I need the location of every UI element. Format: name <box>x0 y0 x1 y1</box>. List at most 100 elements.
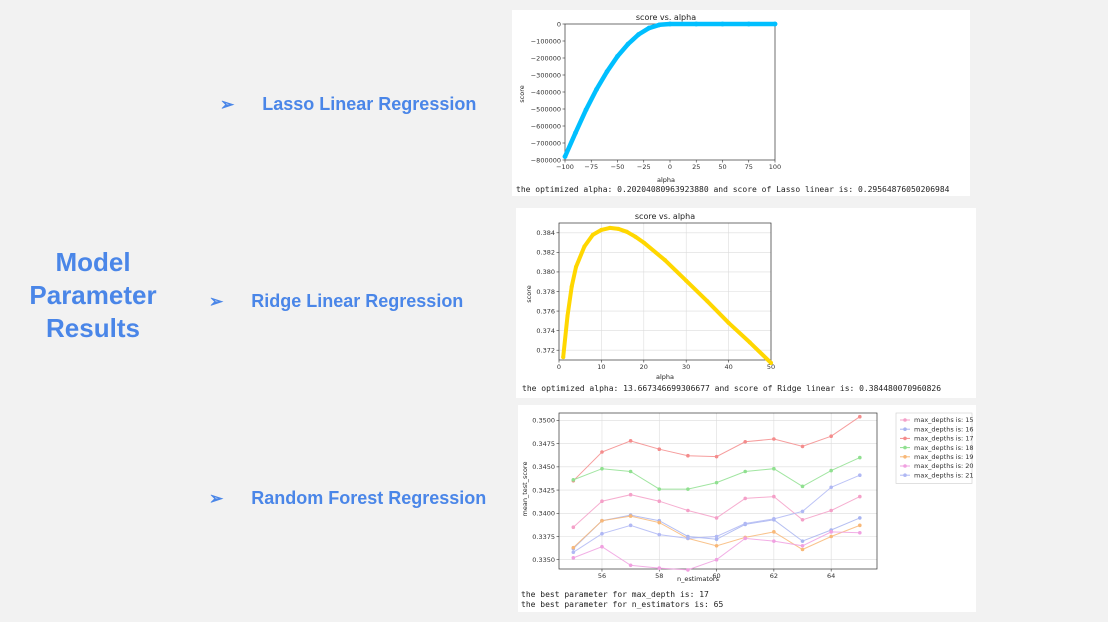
y-tick-label: 0.376 <box>536 307 555 315</box>
x-tick-label: 40 <box>724 363 732 371</box>
y-tick-label: 0.3500 <box>532 417 555 425</box>
rf-data-point <box>829 485 833 490</box>
x-tick-label: 62 <box>770 572 778 580</box>
y-axis-label: score <box>525 285 533 302</box>
row-label-random-forest: ➢ Random Forest Regression <box>209 488 486 509</box>
chart-title: score vs. alpha <box>635 212 695 221</box>
ridge-data-point <box>684 278 689 283</box>
rf-data-point <box>628 523 633 528</box>
x-axis-label: alpha <box>657 176 675 184</box>
rf-data-point <box>571 545 576 550</box>
rf-data-point <box>628 514 633 518</box>
row-label-lasso: ➢ Lasso Linear Regression <box>220 94 476 115</box>
ridge-data-point <box>561 355 566 360</box>
rf-data-point <box>600 531 604 536</box>
rf-chart-panel: n_estimators mean_test_score 56 58 60 62 64 0… <box>518 405 976 612</box>
rf-data-point <box>686 568 690 572</box>
x-axis-label: alpha <box>656 373 674 381</box>
y-tick-label: −300000 <box>531 71 561 79</box>
ridge-chart: score vs. alpha alpha score 0 10 20 30 40 50 0… <box>522 212 941 393</box>
lasso-output-text: the optimized alpha: 0.20204080963923880… <box>516 185 950 194</box>
rf-data-point <box>772 466 776 471</box>
y-tick-label: 0.3375 <box>532 533 555 541</box>
rf-data-point <box>714 480 719 485</box>
rf-data-point <box>743 496 748 501</box>
rf-data-point <box>714 543 719 548</box>
rf-data-point <box>628 469 633 474</box>
ridge-data-point <box>599 227 604 232</box>
x-tick-label: 56 <box>598 572 606 580</box>
y-tick-label: 0.3350 <box>532 556 555 564</box>
ridge-data-point <box>569 284 574 289</box>
rf-data-point <box>714 557 719 562</box>
legend-entry: max_depths is: 17 <box>914 435 974 443</box>
rf-data-point <box>600 544 604 549</box>
rf-data-point <box>628 492 633 497</box>
rf-data-point <box>772 494 776 499</box>
lasso-chart-panel: score vs. alpha alpha score −100 −75 −50 −2… <box>512 10 970 196</box>
rf-data-point <box>628 439 633 443</box>
y-tick-label: −200000 <box>531 54 561 62</box>
ridge-data-point <box>573 265 578 270</box>
rf-data-point <box>657 520 662 525</box>
rf-data-point <box>800 509 805 514</box>
legend-swatch-marker <box>903 473 907 477</box>
legend-box <box>895 412 973 484</box>
x-tick-label: 64 <box>827 572 835 580</box>
x-tick-label: 100 <box>769 163 781 171</box>
rf-data-point <box>600 499 604 504</box>
rf-data-point <box>800 517 805 522</box>
y-tick-label: −400000 <box>531 88 561 96</box>
ridge-data-point <box>641 240 646 245</box>
rf-data-point <box>571 550 576 555</box>
arrow-icon: ➢ <box>209 488 224 508</box>
rf-data-point <box>829 534 833 539</box>
ridge-series-line <box>561 225 773 365</box>
ridge-data-point <box>590 232 595 237</box>
x-tick-label: −25 <box>637 163 651 171</box>
legend-swatch-marker <box>903 427 907 431</box>
rf-data-point <box>686 536 690 541</box>
grid-lines <box>558 223 772 360</box>
ridge-data-point <box>616 226 621 231</box>
slide-title-line: Parameter <box>29 280 157 310</box>
y-tick-label: −700000 <box>531 139 561 147</box>
rf-data-point <box>829 508 833 513</box>
lasso-data-point <box>667 21 673 27</box>
x-tick-label: 25 <box>692 163 700 171</box>
y-tick-label: 0 <box>557 20 561 28</box>
rf-data-point <box>714 454 719 459</box>
legend-entry: max_depths is: 19 <box>914 453 974 461</box>
ridge-data-point <box>705 299 710 304</box>
lasso-data-point <box>615 53 620 59</box>
y-tick-label: 0.378 <box>536 288 555 296</box>
arrow-icon: ➢ <box>220 94 235 114</box>
rf-data-point <box>800 484 805 489</box>
legend-entry: max_depths is: 21 <box>914 471 974 479</box>
x-tick-label: −50 <box>611 163 625 171</box>
rf-data-point <box>800 547 805 552</box>
lasso-data-point <box>772 21 778 27</box>
rf-data-point <box>686 508 690 513</box>
y-axis-label: mean_test_score <box>521 462 529 517</box>
y-tick-label: −500000 <box>531 105 561 113</box>
ridge-data-point <box>624 229 629 234</box>
rf-data-point <box>858 473 862 478</box>
ridge-data-point <box>747 340 752 345</box>
rf-data-point <box>858 414 862 419</box>
y-tick-label: 0.3400 <box>532 510 555 518</box>
legend-swatch-marker <box>903 445 907 450</box>
y-tick-label: 0.382 <box>536 249 555 257</box>
x-tick-label: 58 <box>655 572 663 580</box>
rf-data-point <box>858 530 862 535</box>
plot-frame <box>558 412 878 570</box>
rf-chart: n_estimators mean_test_score 56 58 60 62 64 0… <box>521 412 974 609</box>
y-tick-label: −100000 <box>531 37 561 45</box>
y-tick-label: −800000 <box>531 156 561 164</box>
y-tick-label: −600000 <box>531 122 561 130</box>
lasso-data-point <box>594 87 599 92</box>
rf-data-point <box>743 536 748 541</box>
legend-entry: max_depths is: 18 <box>914 444 974 452</box>
rf-data-point <box>800 543 805 548</box>
legend-swatch-marker <box>903 436 907 441</box>
